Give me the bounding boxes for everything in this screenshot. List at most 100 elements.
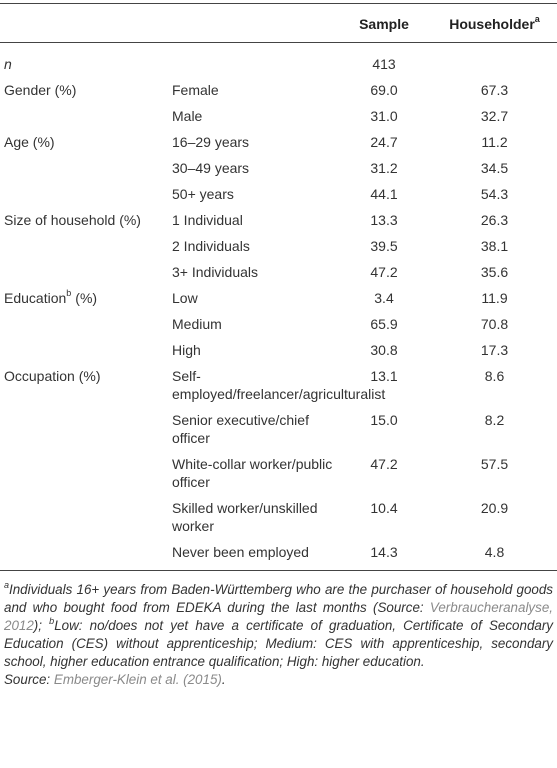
header-cell: Sample xyxy=(359,16,409,32)
table-row: 30–49 years 31.2 34.5 xyxy=(0,155,557,181)
householder-cell: 11.2 xyxy=(432,129,557,155)
row-sublabel: 1 Individual xyxy=(172,212,243,228)
householder-cell: 8.2 xyxy=(432,407,557,451)
sample-value: 47.2 xyxy=(370,456,398,472)
table-row: Gender (%) Female 69.0 67.3 xyxy=(0,77,557,103)
row-sublabel-cell: Medium xyxy=(168,311,348,337)
householder-cell: 34.5 xyxy=(432,155,557,181)
row-label-cell: Occupation (%) xyxy=(0,363,168,407)
source-link[interactable]: Emberger-Klein et al. (2015) xyxy=(53,672,222,687)
householder-cell: 67.3 xyxy=(432,77,557,103)
sample-value: 3.4 xyxy=(374,290,394,306)
data-table: Sample Householdera n 413 Gender (%) Female… xyxy=(0,3,557,571)
row-sublabel-cell: 50+ years xyxy=(168,181,348,207)
footnote-text: Low: no/does not yet have a certificate … xyxy=(4,618,554,669)
row-label: Gender (%) xyxy=(4,82,77,98)
row-sublabel: 3+ Individuals xyxy=(172,264,259,280)
table-row: Occupation (%) Self-employed/freelancer/a… xyxy=(0,363,557,407)
table-row: White-collar worker/public officer 47.2 57… xyxy=(0,451,557,495)
footnote-link[interactable]: Verbraucheranalyse, 2012 xyxy=(4,600,553,633)
householder-cell: 17.3 xyxy=(432,337,557,363)
householder-value: 34.5 xyxy=(480,160,509,176)
row-sublabel: 16–29 years xyxy=(172,134,250,150)
table-row: Never been employed 14.3 4.8 xyxy=(0,539,557,571)
householder-cell: 4.8 xyxy=(432,539,557,571)
sample-value: 14.3 xyxy=(370,544,398,560)
sample-cell: 30.8 xyxy=(348,337,432,363)
householder-cell: 32.7 xyxy=(432,103,557,129)
row-label-cell: Educationb (%) xyxy=(0,285,168,311)
sample-cell: 10.4 xyxy=(348,495,432,539)
row-sublabel: Female xyxy=(172,82,219,98)
row-label-cell xyxy=(0,407,168,451)
sample-cell: 3.4 xyxy=(348,285,432,311)
footnote-marker: b xyxy=(49,615,55,626)
table-row: High 30.8 17.3 xyxy=(0,337,557,363)
sample-cell: 47.2 xyxy=(348,259,432,285)
row-sublabel: Self-employed/freelancer/agriculturalist xyxy=(172,368,386,402)
table-row: Skilled worker/unskilled worker 10.4 20.9 xyxy=(0,495,557,539)
row-sublabel-cell: Male xyxy=(168,103,348,129)
row-label-cell xyxy=(0,155,168,181)
table-row: 3+ Individuals 47.2 35.6 xyxy=(0,259,557,285)
footnote-marker: a xyxy=(534,14,540,25)
row-label: Age (%) xyxy=(4,134,55,150)
row-label: Occupation (%) xyxy=(4,368,101,384)
row-label-cell: Size of household (%) xyxy=(0,207,168,233)
row-label-cell xyxy=(0,181,168,207)
row-label-cell xyxy=(0,539,168,571)
householder-value: 70.8 xyxy=(480,316,509,332)
header-blank xyxy=(0,4,168,43)
householder-value: 11.9 xyxy=(481,290,508,306)
householder-cell: 57.5 xyxy=(432,451,557,495)
row-sublabel: High xyxy=(172,342,201,358)
row-sublabel-cell: 1 Individual xyxy=(168,207,348,233)
table-row: Size of household (%) 1 Individual 13.3 26.… xyxy=(0,207,557,233)
sample-cell: 31.0 xyxy=(348,103,432,129)
row-label-cell xyxy=(0,311,168,337)
householder-value: 20.9 xyxy=(480,500,509,516)
householder-value: 38.1 xyxy=(480,238,509,254)
source-text: . xyxy=(221,672,226,687)
householder-value: 17.3 xyxy=(480,342,509,358)
footnote-marker: b xyxy=(66,288,72,299)
page: Sample Householdera n 413 Gender (%) Female… xyxy=(0,3,557,768)
householder-value: 32.7 xyxy=(480,108,509,124)
row-sublabel: 30–49 years xyxy=(172,160,250,176)
sample-cell: 69.0 xyxy=(348,77,432,103)
sample-cell: 39.5 xyxy=(348,233,432,259)
footnotes: aIndividuals 16+ years from Baden-Württe… xyxy=(4,580,554,689)
header-row: Sample Householdera xyxy=(0,4,557,43)
table-row: n 413 xyxy=(0,43,557,78)
sample-cell: 13.3 xyxy=(348,207,432,233)
sample-value: 47.2 xyxy=(370,264,398,280)
householder-cell: 11.9 xyxy=(432,285,557,311)
householder-value: 35.6 xyxy=(480,264,509,280)
row-sublabel: Never been employed xyxy=(172,544,309,560)
row-label-cell xyxy=(0,495,168,539)
row-sublabel-cell: 2 Individuals xyxy=(168,233,348,259)
row-sublabel: 2 Individuals xyxy=(172,238,250,254)
householder-value: 11.2 xyxy=(481,134,508,150)
header-blank xyxy=(168,4,348,43)
sample-value: 39.5 xyxy=(370,238,398,254)
sample-value: 44.1 xyxy=(370,186,398,202)
sample-cell: 65.9 xyxy=(348,311,432,337)
sample-cell: 13.1 xyxy=(348,363,432,407)
row-sublabel: Medium xyxy=(172,316,222,332)
row-sublabel-cell: High xyxy=(168,337,348,363)
sample-value: 15.0 xyxy=(370,412,398,428)
row-sublabel-cell: 3+ Individuals xyxy=(168,259,348,285)
row-label-cell: n xyxy=(0,43,168,78)
row-label: Size of household (%) xyxy=(4,212,141,228)
sample-value: 13.3 xyxy=(370,212,398,228)
sample-cell: 24.7 xyxy=(348,129,432,155)
header-cell: Householdera xyxy=(432,4,557,43)
table-body: n 413 Gender (%) Female 69.0 67.3 Male 31.0 32.7… xyxy=(0,43,557,571)
row-label-cell: Age (%) xyxy=(0,129,168,155)
row-sublabel-cell: 30–49 years xyxy=(168,155,348,181)
sample-cell: 31.2 xyxy=(348,155,432,181)
row-sublabel: Senior executive/chief officer xyxy=(172,412,309,446)
row-sublabel-cell: Self-employed/freelancer/agriculturalist xyxy=(168,363,385,407)
source-label: Source: xyxy=(4,672,51,687)
